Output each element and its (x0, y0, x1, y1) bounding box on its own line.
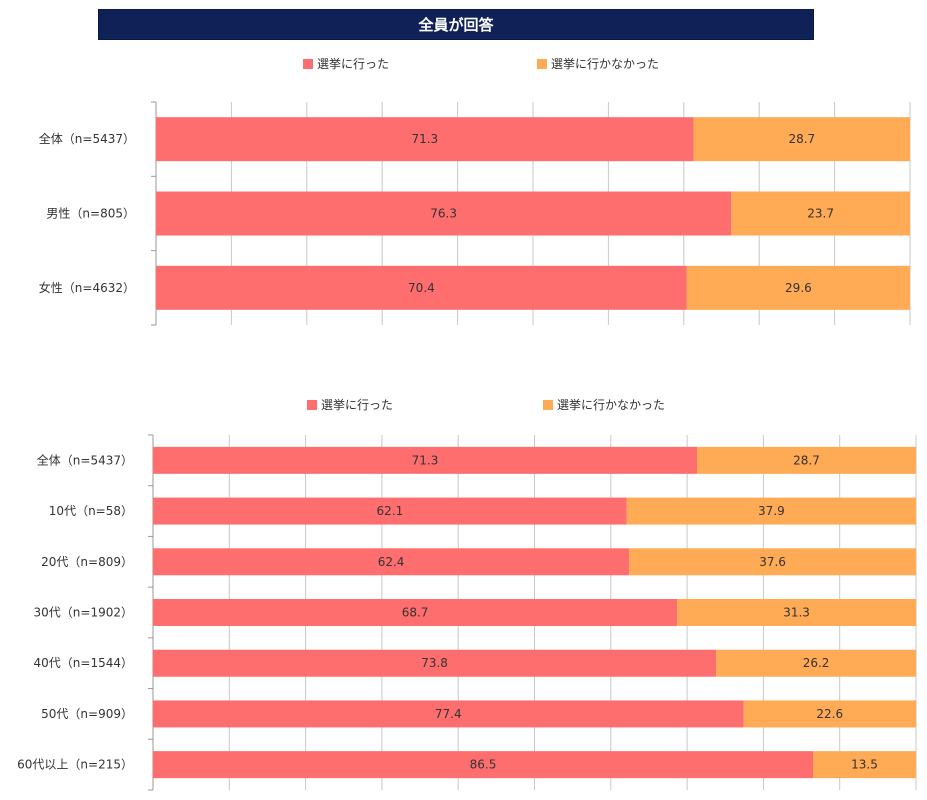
bar-not-went (693, 117, 910, 162)
data-label-went: 62.1 (377, 504, 404, 518)
data-label-not-went: 37.6 (759, 555, 786, 569)
category-label: 10代（n=58） (49, 504, 133, 518)
data-label-went: 71.3 (411, 132, 438, 146)
legend: 選挙に行った 選挙に行かなかった (307, 398, 665, 412)
category-label: 20代（n=809） (41, 555, 133, 569)
bar-went (153, 700, 744, 728)
category-label: 30代（n=1902） (34, 606, 133, 620)
bar-went (153, 446, 698, 474)
legend-label-went: 選挙に行った (321, 398, 393, 412)
bar-went (156, 117, 694, 162)
category-label: 全体（n=5437） (39, 131, 135, 146)
data-label-not-went: 26.2 (803, 656, 830, 670)
legend-label-not-went: 選挙に行かなかった (557, 398, 665, 412)
data-label-not-went: 28.7 (793, 453, 820, 467)
bar-not-went (626, 497, 916, 525)
legend-swatch-not-went (543, 400, 553, 410)
legend-swatch-went (307, 400, 317, 410)
bar-not-went (716, 649, 916, 677)
bar-not-went (731, 191, 910, 236)
category-label: 60代以上（n=215） (17, 758, 133, 772)
data-label-went: 76.3 (430, 207, 457, 221)
bar-not-went (812, 751, 916, 779)
bar-went (156, 191, 732, 236)
legend-label-went: 選挙に行った (317, 57, 389, 71)
data-label-went: 68.7 (402, 606, 429, 620)
bar-not-went (743, 700, 916, 728)
legend-swatch-went (303, 59, 313, 69)
data-label-not-went: 31.3 (783, 606, 810, 620)
bar-not-went (629, 548, 916, 576)
data-label-went: 70.4 (408, 281, 435, 295)
bar-went (153, 497, 627, 525)
legend: 選挙に行った 選挙に行かなかった (303, 57, 659, 71)
bar-not-went (686, 265, 910, 310)
bar-went (153, 548, 630, 576)
chart-title: 全員が回答 (418, 16, 494, 34)
data-label-went: 86.5 (470, 758, 497, 772)
bar-went (153, 599, 678, 626)
data-label-not-went: 28.7 (788, 132, 815, 146)
data-label-not-went: 22.6 (816, 707, 843, 721)
bar-went (156, 265, 687, 310)
bar-not-went (697, 446, 916, 474)
data-label-went: 73.8 (421, 656, 448, 670)
data-label-not-went: 13.5 (851, 758, 878, 772)
category-label: 全体（n=5437） (37, 452, 133, 467)
data-label-went: 62.4 (378, 555, 405, 569)
legend-label-not-went: 選挙に行かなかった (551, 57, 659, 71)
legend-swatch-not-went (537, 59, 547, 69)
category-label: 女性（n=4632） (39, 280, 135, 295)
data-label-not-went: 37.9 (758, 504, 785, 518)
chart-title-banner: 全員が回答 (98, 9, 814, 40)
data-label-went: 77.4 (435, 707, 462, 721)
bar-went (153, 751, 813, 779)
bar-went (153, 649, 717, 677)
bar-not-went (677, 599, 916, 626)
data-label-not-went: 23.7 (807, 207, 834, 221)
category-label: 男性（n=805） (46, 207, 135, 221)
data-label-went: 71.3 (412, 453, 439, 467)
data-label-not-went: 29.6 (785, 281, 812, 295)
category-label: 40代（n=1544） (34, 656, 133, 670)
category-label: 50代（n=909） (41, 707, 133, 721)
